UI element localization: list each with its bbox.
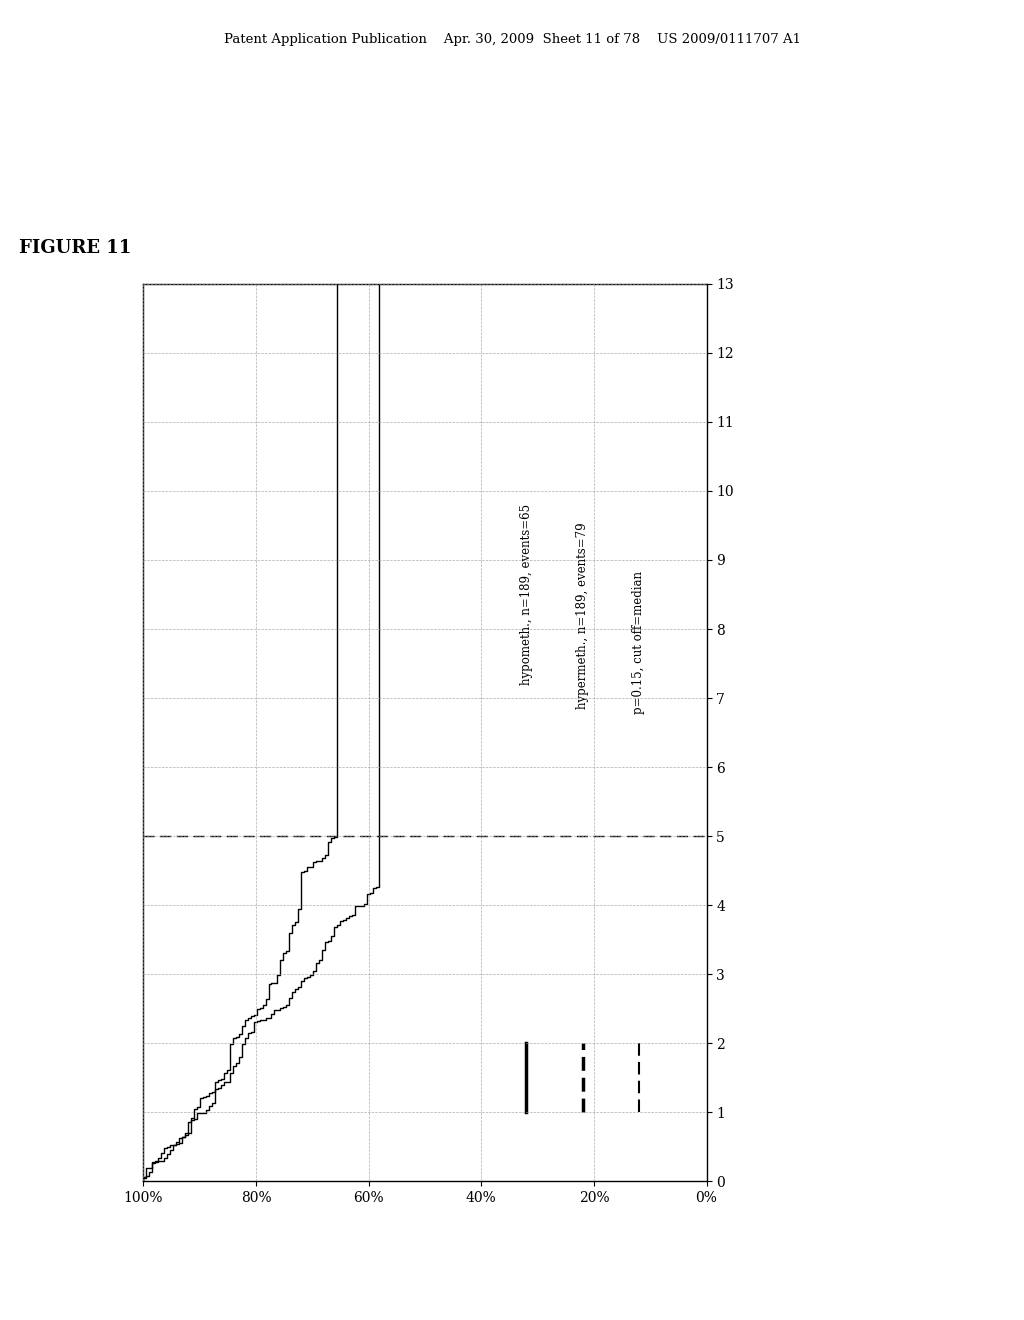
- Text: Patent Application Publication    Apr. 30, 2009  Sheet 11 of 78    US 2009/01117: Patent Application Publication Apr. 30, …: [223, 33, 801, 46]
- Text: FIGURE 11: FIGURE 11: [19, 239, 132, 257]
- Text: hypermeth., n=189, events=79: hypermeth., n=189, events=79: [577, 521, 589, 709]
- Text: hypometh., n=189, events=65: hypometh., n=189, events=65: [520, 504, 532, 685]
- Text: p=0.15, cut off=median: p=0.15, cut off=median: [633, 572, 645, 714]
